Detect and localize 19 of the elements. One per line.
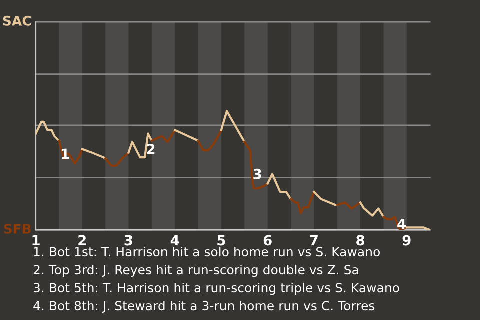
x-tick-label: 6 — [264, 235, 272, 246]
text: 3. Bot 5th: T. Harrison hit a run-scoring triple vs S. Kawano — [34, 282, 400, 296]
x-tick-label: 1 — [32, 235, 40, 246]
text: 1. Bot 1st: T. Harrison hit a solo home run vs S. Kawano — [34, 246, 380, 257]
x-tick-label: 7 — [310, 235, 318, 246]
x-tick-label: 9 — [402, 235, 411, 246]
annotation: 1 — [62, 148, 70, 160]
x-tick-label: 4 — [170, 235, 180, 246]
x-tick-label: 5 — [218, 235, 226, 246]
annotation: 3 — [254, 168, 262, 180]
x-tick-label: 8 — [356, 235, 365, 246]
x-tick-label: 3 — [124, 235, 132, 246]
text: 2. Top 3rd: J. Reyes hit a run-scoring double vs Z. Sa — [34, 264, 358, 278]
text: 4. Bot 8th: J. Steward hit a 3-run home run vs C. Torres — [34, 300, 375, 313]
ref-line-label: SFB — [4, 224, 31, 234]
x-tick-label: 2 — [78, 235, 86, 246]
annotation: 2 — [147, 144, 155, 154]
annotation: 4 — [398, 219, 406, 230]
ref-line-label: SAC — [3, 16, 31, 26]
